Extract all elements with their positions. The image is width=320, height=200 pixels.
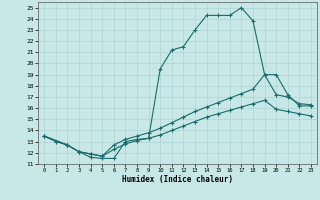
X-axis label: Humidex (Indice chaleur): Humidex (Indice chaleur) xyxy=(122,175,233,184)
